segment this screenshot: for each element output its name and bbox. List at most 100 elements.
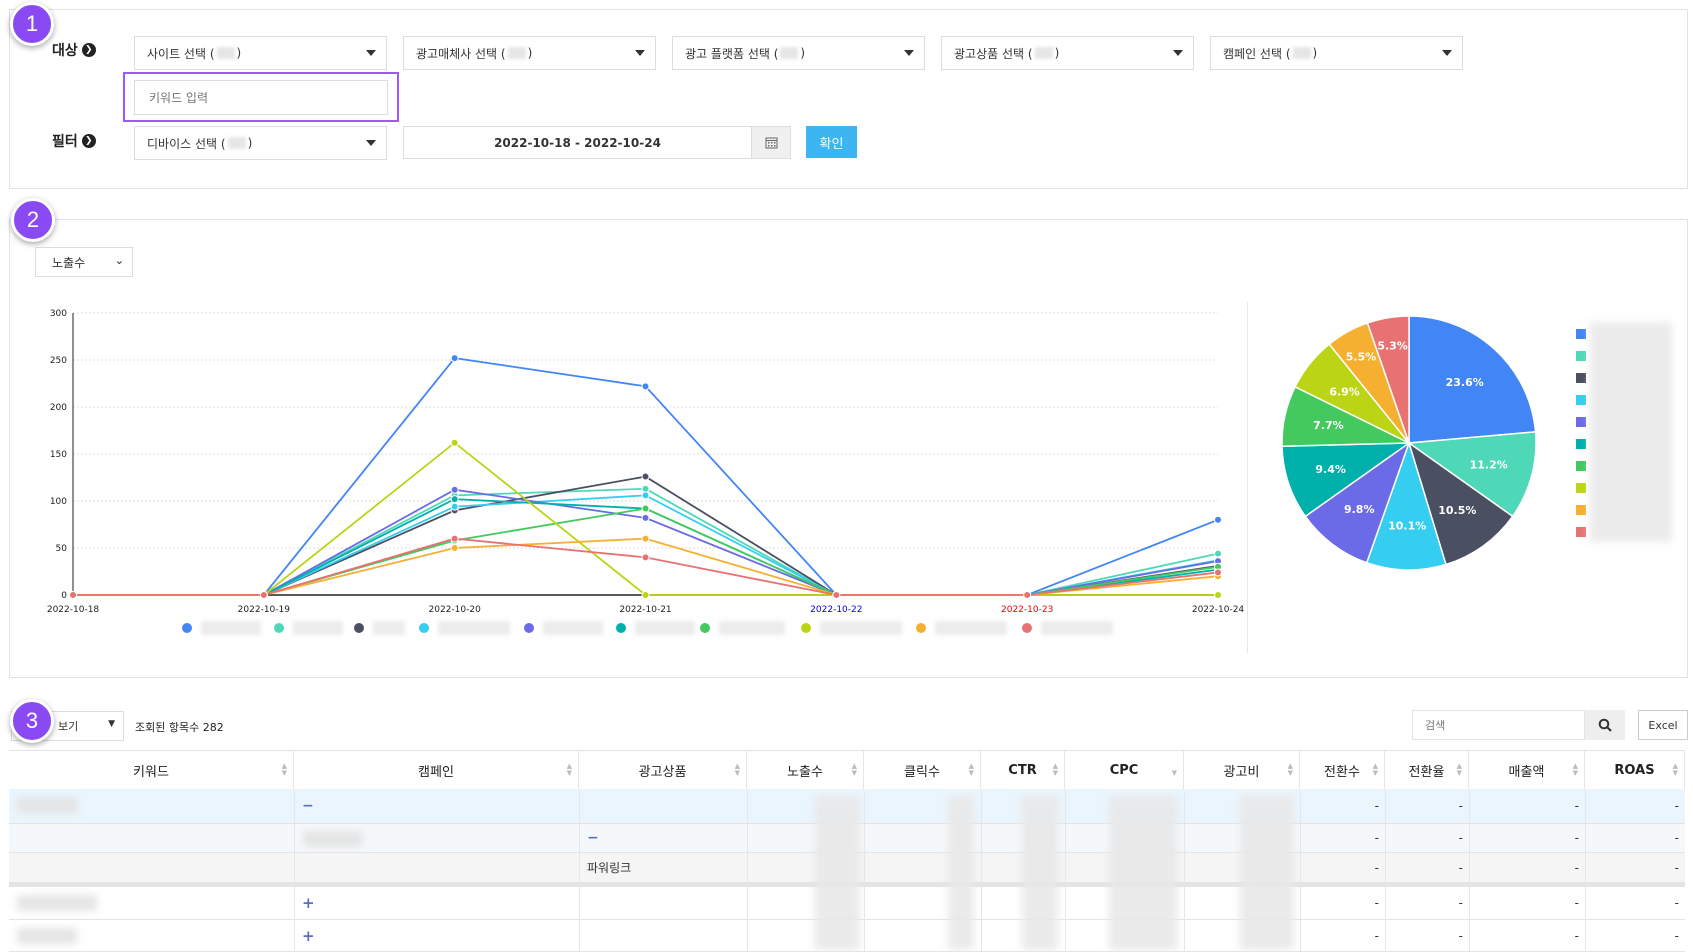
y-tick-label: 50 (56, 544, 68, 554)
column-header-label: 노출수 (787, 764, 823, 780)
table-header-top (9, 750, 1685, 751)
legend-marker (419, 623, 429, 633)
filter-select-label: 캠페인 선택 ( (1223, 46, 1291, 61)
excel-button[interactable]: Excel (1638, 710, 1688, 740)
column-header-4[interactable]: 클릭수 ▲ ▼ (864, 751, 981, 789)
result-count: 조회된 항목수 282 (135, 721, 224, 734)
y-tick-label: 150 (50, 450, 67, 460)
data-point (450, 354, 459, 363)
data-point (1214, 549, 1222, 558)
sort-icon: ▲ ▼ (1572, 762, 1578, 777)
y-tick-label: 300 (50, 309, 67, 319)
y-tick-label: 100 (50, 497, 67, 507)
data-point (450, 544, 459, 552)
pie-label: 23.6% (1446, 376, 1484, 389)
product-cell: 파워링크 (587, 861, 632, 875)
calendar-button[interactable] (751, 127, 790, 158)
x-tick-label: 2022-10-22 (810, 605, 862, 615)
column-header-8[interactable]: 전환수 ▲ ▼ (1300, 751, 1385, 789)
pie-legend-marker (1576, 329, 1586, 339)
search-input[interactable] (1412, 710, 1585, 740)
column-header-label: 광고비 (1223, 764, 1260, 780)
x-tick-label: 2022-10-24 (1192, 605, 1245, 615)
blurred-values (1240, 796, 1294, 950)
column-header-6[interactable]: CPC ▼ (1065, 751, 1184, 789)
legend-label-blurred (635, 621, 695, 635)
metric-cell: - (1674, 831, 1679, 845)
filter-select-0[interactable]: 사이트 선택 () (134, 36, 387, 70)
step-badge-1: 1 (10, 2, 54, 46)
collapse-icon[interactable]: − (587, 830, 599, 846)
filter-select-2[interactable]: 광고 플랫폼 선택 () (672, 36, 925, 70)
confirm-button[interactable]: 확인 (806, 126, 857, 158)
sort-icon: ▲ ▼ (1052, 762, 1058, 777)
legend-marker (1022, 623, 1032, 633)
metric-cell: - (1458, 896, 1463, 910)
device-select[interactable]: 디바이스 선택 () (134, 126, 387, 160)
pie-legend (1570, 322, 1680, 547)
search-button[interactable] (1585, 710, 1625, 740)
column-divider (747, 791, 748, 951)
data-point (641, 484, 650, 493)
pie-label: 5.5% (1346, 350, 1377, 363)
blurred-values (948, 796, 974, 950)
metric-cell: - (1374, 831, 1379, 845)
metric-cell: - (1574, 799, 1579, 813)
caret-down-icon (635, 50, 645, 56)
view-select-label: 보기 (58, 720, 79, 733)
keyword-blurred (17, 928, 77, 944)
search-icon (1598, 718, 1612, 732)
column-header-5[interactable]: CTR ▲ ▼ (981, 751, 1065, 789)
target-label-text: 대상 (52, 43, 78, 59)
metric-cell: - (1374, 896, 1379, 910)
legend-marker (354, 623, 364, 633)
column-header-1[interactable]: 캠페인 ▲ ▼ (294, 751, 579, 789)
step-badge-2: 2 (11, 198, 55, 242)
column-divider (1585, 791, 1586, 951)
metric-cell: - (1458, 928, 1463, 943)
sort-icon: ▲ ▼ (281, 762, 287, 777)
data-point (450, 485, 459, 494)
calendar-icon (765, 137, 777, 149)
column-header-11[interactable]: ROAS ▲ ▼ (1585, 751, 1685, 789)
data-point (450, 534, 459, 543)
data-point (450, 495, 459, 504)
caret-down-icon (366, 140, 376, 146)
blurred-values (815, 796, 860, 950)
filter-select-3[interactable]: 광고상품 선택 () (941, 36, 1194, 70)
column-header-3[interactable]: 노출수 ▲ ▼ (747, 751, 864, 789)
sort-icon: ▲ ▼ (1287, 762, 1293, 777)
column-header-2[interactable]: 광고상품 ▲ ▼ (579, 751, 747, 789)
keyword-blurred (17, 895, 97, 911)
column-header-9[interactable]: 전환율 ▲ ▼ (1385, 751, 1469, 789)
x-tick-label: 2022-10-19 (238, 605, 291, 615)
metric-select[interactable]: 노출수 ⌄ (35, 247, 133, 277)
filter-select-1[interactable]: 광고매체사 선택 () (403, 36, 656, 70)
legend-marker (274, 623, 284, 633)
column-header-0[interactable]: 키워드 ▲ ▼ (9, 751, 294, 789)
column-header-label: 클릭수 (904, 764, 940, 780)
keyword-input[interactable] (134, 80, 388, 115)
target-label: 대상 ❯ (52, 40, 96, 60)
expand-icon[interactable]: + (302, 894, 315, 912)
y-tick-label: 200 (50, 403, 67, 413)
column-header-10[interactable]: 매출액 ▲ ▼ (1469, 751, 1585, 789)
column-header-label: 매출액 (1508, 764, 1545, 780)
pie-label: 6.9% (1329, 385, 1360, 398)
collapse-icon[interactable]: − (302, 798, 314, 814)
pie-label: 10.1% (1388, 520, 1426, 533)
data-point (641, 491, 650, 500)
filter-select-4[interactable]: 캠페인 선택 () (1210, 36, 1463, 70)
data-point (69, 591, 77, 599)
sort-icon: ▲ ▼ (1672, 762, 1678, 777)
column-header-label: 전환수 (1324, 764, 1360, 780)
column-header-label: 전환율 (1408, 764, 1445, 780)
date-range-input[interactable]: 2022-10-18 - 2022-10-24 (403, 126, 791, 159)
column-header-7[interactable]: 광고비 ▲ ▼ (1184, 751, 1300, 789)
metric-cell: - (1458, 860, 1463, 875)
expand-icon[interactable]: + (302, 926, 315, 945)
line-chart: 0 50 100 150 200 250 300 2022-10-18 2022-10-19 20… (47, 309, 1245, 635)
data-point (832, 591, 841, 599)
device-select-label: 디바이스 선택 ( (147, 136, 226, 151)
legend-marker (524, 623, 534, 633)
